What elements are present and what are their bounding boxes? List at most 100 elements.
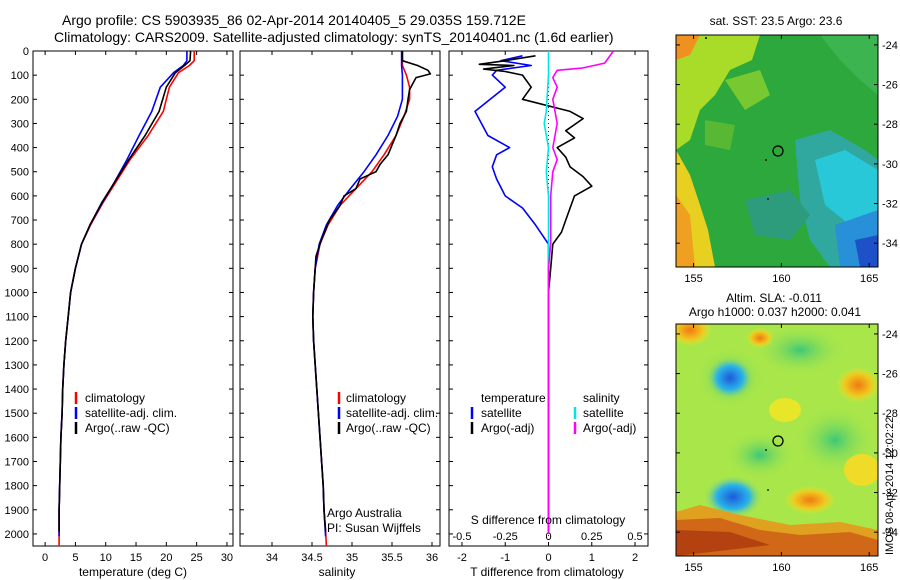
y-tick-label: 1200: [5, 336, 29, 348]
y-tick-label: 900: [11, 263, 29, 275]
map-y-tick-label: -34: [882, 238, 898, 250]
temperature-series: [58, 50, 195, 546]
legend-label-satellite: satellite-adj. clim.: [85, 406, 177, 420]
x-tick-label: 34: [266, 552, 278, 564]
x-tick-label: 34.5: [301, 552, 322, 564]
y-tick-label: 1900: [5, 505, 29, 517]
series-line-satellite-adj-clim-: [58, 51, 188, 537]
imos-timestamp: IMOS 08-Apr-2014 12:02:22: [884, 417, 896, 555]
sla-field: [676, 324, 878, 556]
y-tick-label: 600: [11, 191, 29, 203]
legend-label-climatology: climatology: [85, 391, 145, 405]
map-y-tick-label: -32: [882, 488, 898, 500]
map-y-tick-label: -30: [882, 159, 898, 171]
salinity-axes-box: [239, 50, 441, 547]
x-tick-label-salinity: 0.25: [581, 531, 602, 543]
y-tick-label: 700: [11, 215, 29, 227]
x-tick-label: -2: [457, 552, 467, 564]
map-y-tick-label: -32: [882, 199, 898, 211]
y-tick-label: 400: [11, 143, 29, 155]
sla-axes-box: [675, 323, 879, 557]
x-tick-label: 1: [589, 552, 595, 564]
map-x-tick-label: 160: [772, 273, 790, 285]
sst-map-title: sat. SST: 23.5 Argo: 23.6: [710, 14, 843, 28]
legend-title-salinity: salinity: [583, 391, 620, 405]
x-tick-label: 20: [160, 552, 172, 564]
y-tick-label: 0: [23, 46, 29, 58]
x-tick-label: 35: [346, 552, 358, 564]
map-x-tick-label: 160: [772, 562, 790, 574]
difference-panel: -2 -1 0 1 2 -0.5 -0.25 0 0.25 0.5 T difference fr…: [448, 50, 649, 579]
legend-label-argo: Argo(..raw -QC): [85, 421, 170, 435]
legend-label-climatology: climatology: [346, 391, 406, 405]
salinity-legend: climatology satellite-adj. clim. Argo(..…: [337, 391, 438, 435]
x-tick-label: 15: [130, 552, 142, 564]
y-tick-label: 1700: [5, 456, 29, 468]
y-tick-label: 100: [11, 70, 29, 82]
map-y-tick-label: -26: [882, 369, 898, 381]
difference-xlabel-salinity: S difference from climatology: [471, 513, 626, 527]
map-y-tick-label: -28: [882, 119, 898, 131]
salinity-xlabel: salinity: [319, 565, 356, 579]
figure-title-line1: Argo profile: CS 5903935_86 02-Apr-2014 …: [62, 12, 526, 28]
x-tick-label: 5: [72, 552, 78, 564]
x-tick-label-salinity: -0.5: [452, 531, 471, 543]
map-y-tick-label: -28: [882, 408, 898, 420]
map-x-tick-label: 165: [860, 273, 878, 285]
legend-label-temp-satellite: satellite: [481, 406, 522, 420]
temperature-xlabel: temperature (deg C): [79, 565, 187, 579]
map-x-tick-label: 165: [860, 562, 878, 574]
sst-float-marker: [772, 145, 784, 157]
series-line-argo-adj-: [547, 50, 615, 534]
y-tick-label: 800: [11, 239, 29, 251]
x-tick-label-salinity: 0: [545, 531, 551, 543]
difference-legend: temperature salinity satellite Argo(-adj…: [470, 391, 636, 435]
x-tick-label-salinity: 0.5: [627, 531, 642, 543]
x-tick-label: 25: [191, 552, 203, 564]
map-x-tick-label: 155: [684, 562, 702, 574]
difference-series: [474, 50, 615, 534]
series-line-satellite: [474, 55, 550, 534]
difference-xlabel: T difference from climatology: [470, 565, 624, 579]
legend-label-satellite: satellite-adj. clim.: [346, 406, 438, 420]
y-tick-label: 1300: [5, 360, 29, 372]
temperature-panel: 0100200300400500600700800900100011001200…: [5, 46, 234, 579]
map-x-tick-label: 155: [684, 273, 702, 285]
figure-title-line2: Climatology: CARS2009. Satellite-adjuste…: [54, 29, 614, 45]
map-y-tick-label: -24: [882, 40, 898, 52]
y-tick-label: 1000: [5, 287, 29, 299]
x-tick-label: 0: [545, 552, 551, 564]
salinity-panel: 34 34.5 35 35.5 36 salinity climatology sate…: [239, 50, 441, 579]
y-tick-label: 200: [11, 94, 29, 106]
y-tick-label: 1400: [5, 384, 29, 396]
sla-map-panel: Altim. SLA: -0.011 Argo h1000: 0.037 h20…: [675, 291, 898, 574]
map-y-tick-label: -24: [882, 329, 898, 341]
sla-float-marker: [772, 435, 784, 447]
series-line-argo-adj-: [478, 55, 593, 534]
legend-label-temp-argo: Argo(-adj): [481, 421, 534, 435]
sst-field: [676, 35, 878, 267]
series-line-argo-raw-qc-: [311, 51, 432, 532]
legend-label-argo: Argo(..raw -QC): [346, 421, 431, 435]
y-tick-label: 1100: [5, 312, 29, 324]
x-tick-label: 36: [426, 552, 438, 564]
map-y-tick-label: -30: [882, 448, 898, 460]
sst-map-panel: sat. SST: 23.5 Argo: 23.6 155 160 165 -24 -2…: [675, 14, 898, 285]
x-tick-label: 0: [42, 552, 48, 564]
credits-line1: Argo Australia: [327, 506, 402, 520]
x-tick-label: 35.5: [381, 552, 402, 564]
series-line-climatology: [58, 51, 195, 546]
x-tick-label: -1: [500, 552, 510, 564]
legend-label-sal-satellite: satellite: [583, 406, 624, 420]
sst-axes-box: [675, 34, 879, 268]
x-tick-label: 30: [221, 552, 233, 564]
series-line-argo-raw-qc-: [58, 50, 192, 532]
temperature-legend: climatology satellite-adj. clim. Argo(..…: [74, 391, 177, 435]
y-tick-label: 1600: [5, 432, 29, 444]
y-tick-label: 2000: [5, 529, 29, 541]
y-tick-label: 1500: [5, 408, 29, 420]
map-y-tick-label: -34: [882, 527, 898, 539]
y-tick-label: 300: [11, 118, 29, 130]
x-tick-label: 2: [632, 552, 638, 564]
